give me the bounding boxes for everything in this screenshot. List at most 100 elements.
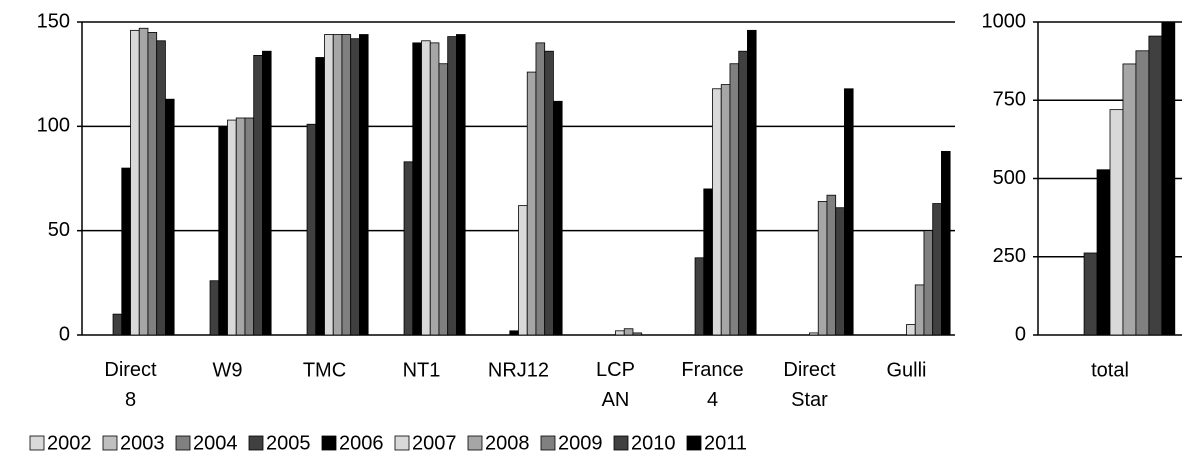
y-tick-label: 100 [37,115,70,137]
bar [332,34,343,336]
x-tick-label: France 4 [681,359,743,411]
bar [720,84,731,336]
bar [1161,21,1176,336]
bar [306,123,317,336]
bar [130,29,140,336]
bar [350,38,360,336]
bar [914,284,925,336]
bar [315,57,325,336]
legend-swatch [467,435,483,451]
bar [438,63,449,336]
legend-label: 2005 [266,432,311,454]
bar [1122,63,1137,336]
x-tick-label: Direct 8 [104,359,157,411]
y-tick-label: 250 [993,245,1026,267]
bar [932,203,942,336]
bar [138,27,149,336]
bar [526,71,537,336]
bar [121,167,131,336]
bar [253,54,263,336]
x-tick-label: NT1 [403,359,441,381]
bar [421,40,431,336]
bar [235,117,246,336]
legend-label: 2009 [558,432,603,454]
legend-swatch [394,435,410,451]
bar [244,117,255,336]
bar [703,188,713,336]
legend-swatch [175,435,191,451]
bar [262,50,272,336]
bar [209,280,220,336]
bar [165,98,175,336]
x-tick-label: total [1091,359,1129,381]
bar [941,150,951,336]
bar [412,42,422,336]
bar [632,332,643,336]
bar [147,32,158,336]
legend-swatch [29,435,45,451]
bar [518,205,528,336]
bar [747,29,757,336]
bar [429,42,440,336]
bar [712,88,722,336]
legend-label: 2004 [193,432,238,454]
legend-swatch [102,435,118,451]
legend-label: 2003 [120,432,165,454]
legend-label: 2011 [704,432,747,454]
bar [359,34,369,336]
bar [447,36,457,336]
legend-label: 2010 [631,432,676,454]
bar [456,34,466,336]
bar [156,40,166,336]
legend-swatch [686,435,702,451]
bar [729,63,740,336]
bar [112,313,123,336]
bar [544,50,554,336]
y-tick-label: 750 [993,89,1026,111]
bar [817,201,828,336]
bar [844,88,854,336]
x-tick-label: TMC [303,359,346,381]
y-tick-label: 150 [37,10,70,32]
y-tick-label: 0 [1015,323,1026,345]
bar [535,42,546,336]
bar [694,257,705,336]
legend-label: 2002 [47,432,92,454]
legend-swatch [248,435,264,451]
bar [809,332,819,336]
legend-swatch [613,435,629,451]
legend-swatch [540,435,556,451]
bar [227,119,237,336]
x-tick-label: LCP AN [596,359,635,411]
legend-label: 2007 [412,432,457,454]
bar [615,330,625,336]
bar [826,194,837,336]
legend-label: 2006 [339,432,384,454]
y-tick-label: 500 [993,167,1026,189]
bar [1096,169,1111,336]
bar [1135,50,1150,336]
bar [403,161,414,336]
bar [923,230,934,336]
bar [324,34,334,336]
x-tick-label: W9 [213,359,243,381]
bar [1109,109,1124,336]
legend-label: 2008 [485,432,530,454]
x-tick-label: Direct Star [783,359,836,411]
x-tick-label: Gulli [886,359,926,381]
bar [835,207,845,336]
bar [623,328,634,336]
y-tick-label: 0 [59,323,70,345]
bar [218,125,228,336]
bar [341,34,352,336]
bar [553,100,563,336]
bar [509,330,519,336]
y-tick-label: 1000 [982,10,1027,32]
bar [738,50,748,336]
bar [1083,252,1098,336]
x-tick-label: NRJ12 [488,359,549,381]
bar [906,324,916,336]
legend-swatch [321,435,337,451]
y-tick-label: 50 [48,219,70,241]
